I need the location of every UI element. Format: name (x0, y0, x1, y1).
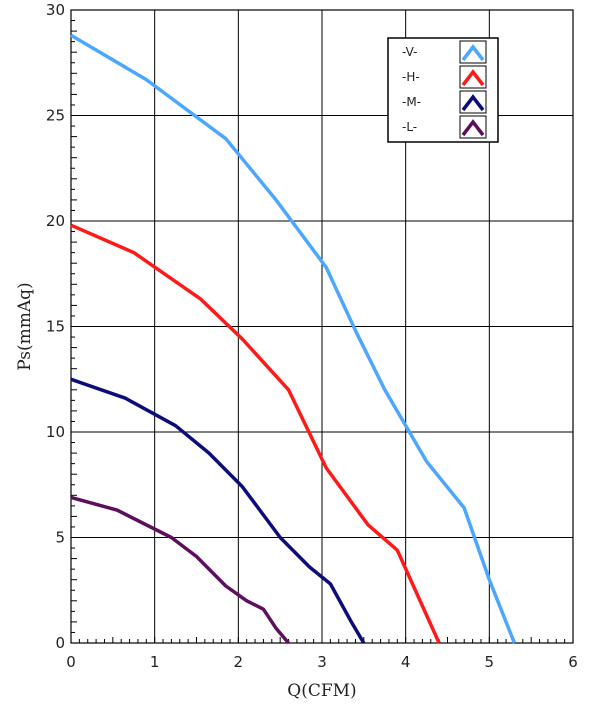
y-tick-label: 0 (55, 634, 65, 652)
x-tick-label: 4 (401, 653, 411, 671)
series-line-2 (70, 377, 366, 644)
legend-label: -V- (402, 45, 417, 59)
x-tick-label: 1 (150, 653, 160, 671)
series-line-0 (70, 33, 517, 644)
x-tick-label: 2 (234, 653, 244, 671)
y-tick-label: 30 (46, 1, 65, 19)
y-tick-label: 5 (55, 529, 65, 547)
legend: -V- -H- -M- -L- (387, 37, 499, 143)
series-line-3 (70, 495, 290, 645)
legend-swatch-line (461, 94, 485, 112)
y-axis-title: Ps(mmAq) (15, 282, 35, 370)
axis-ticks: 0 1 2 3 4 5 6 0 5 10 15 20 25 30 (46, 1, 578, 671)
y-tick-label: 15 (46, 318, 65, 336)
legend-label: -L- (402, 120, 417, 134)
legend-label: -H- (402, 70, 420, 84)
legend-swatch-line (461, 69, 485, 87)
x-tick-label: 5 (485, 653, 495, 671)
series-lines (70, 33, 517, 645)
legend-swatch-line (461, 119, 485, 137)
y-tick-label: 25 (46, 107, 65, 125)
x-axis-title: Q(CFM) (287, 681, 356, 701)
x-tick-label: 6 (568, 653, 578, 671)
x-tick-label: 0 (66, 653, 76, 671)
x-tick-label: 3 (317, 653, 327, 671)
legend-label: -M- (402, 95, 421, 109)
legend-swatch-line (461, 44, 485, 62)
y-tick-label: 10 (46, 423, 65, 441)
y-tick-label: 20 (46, 212, 65, 230)
series-line-1 (70, 223, 441, 644)
